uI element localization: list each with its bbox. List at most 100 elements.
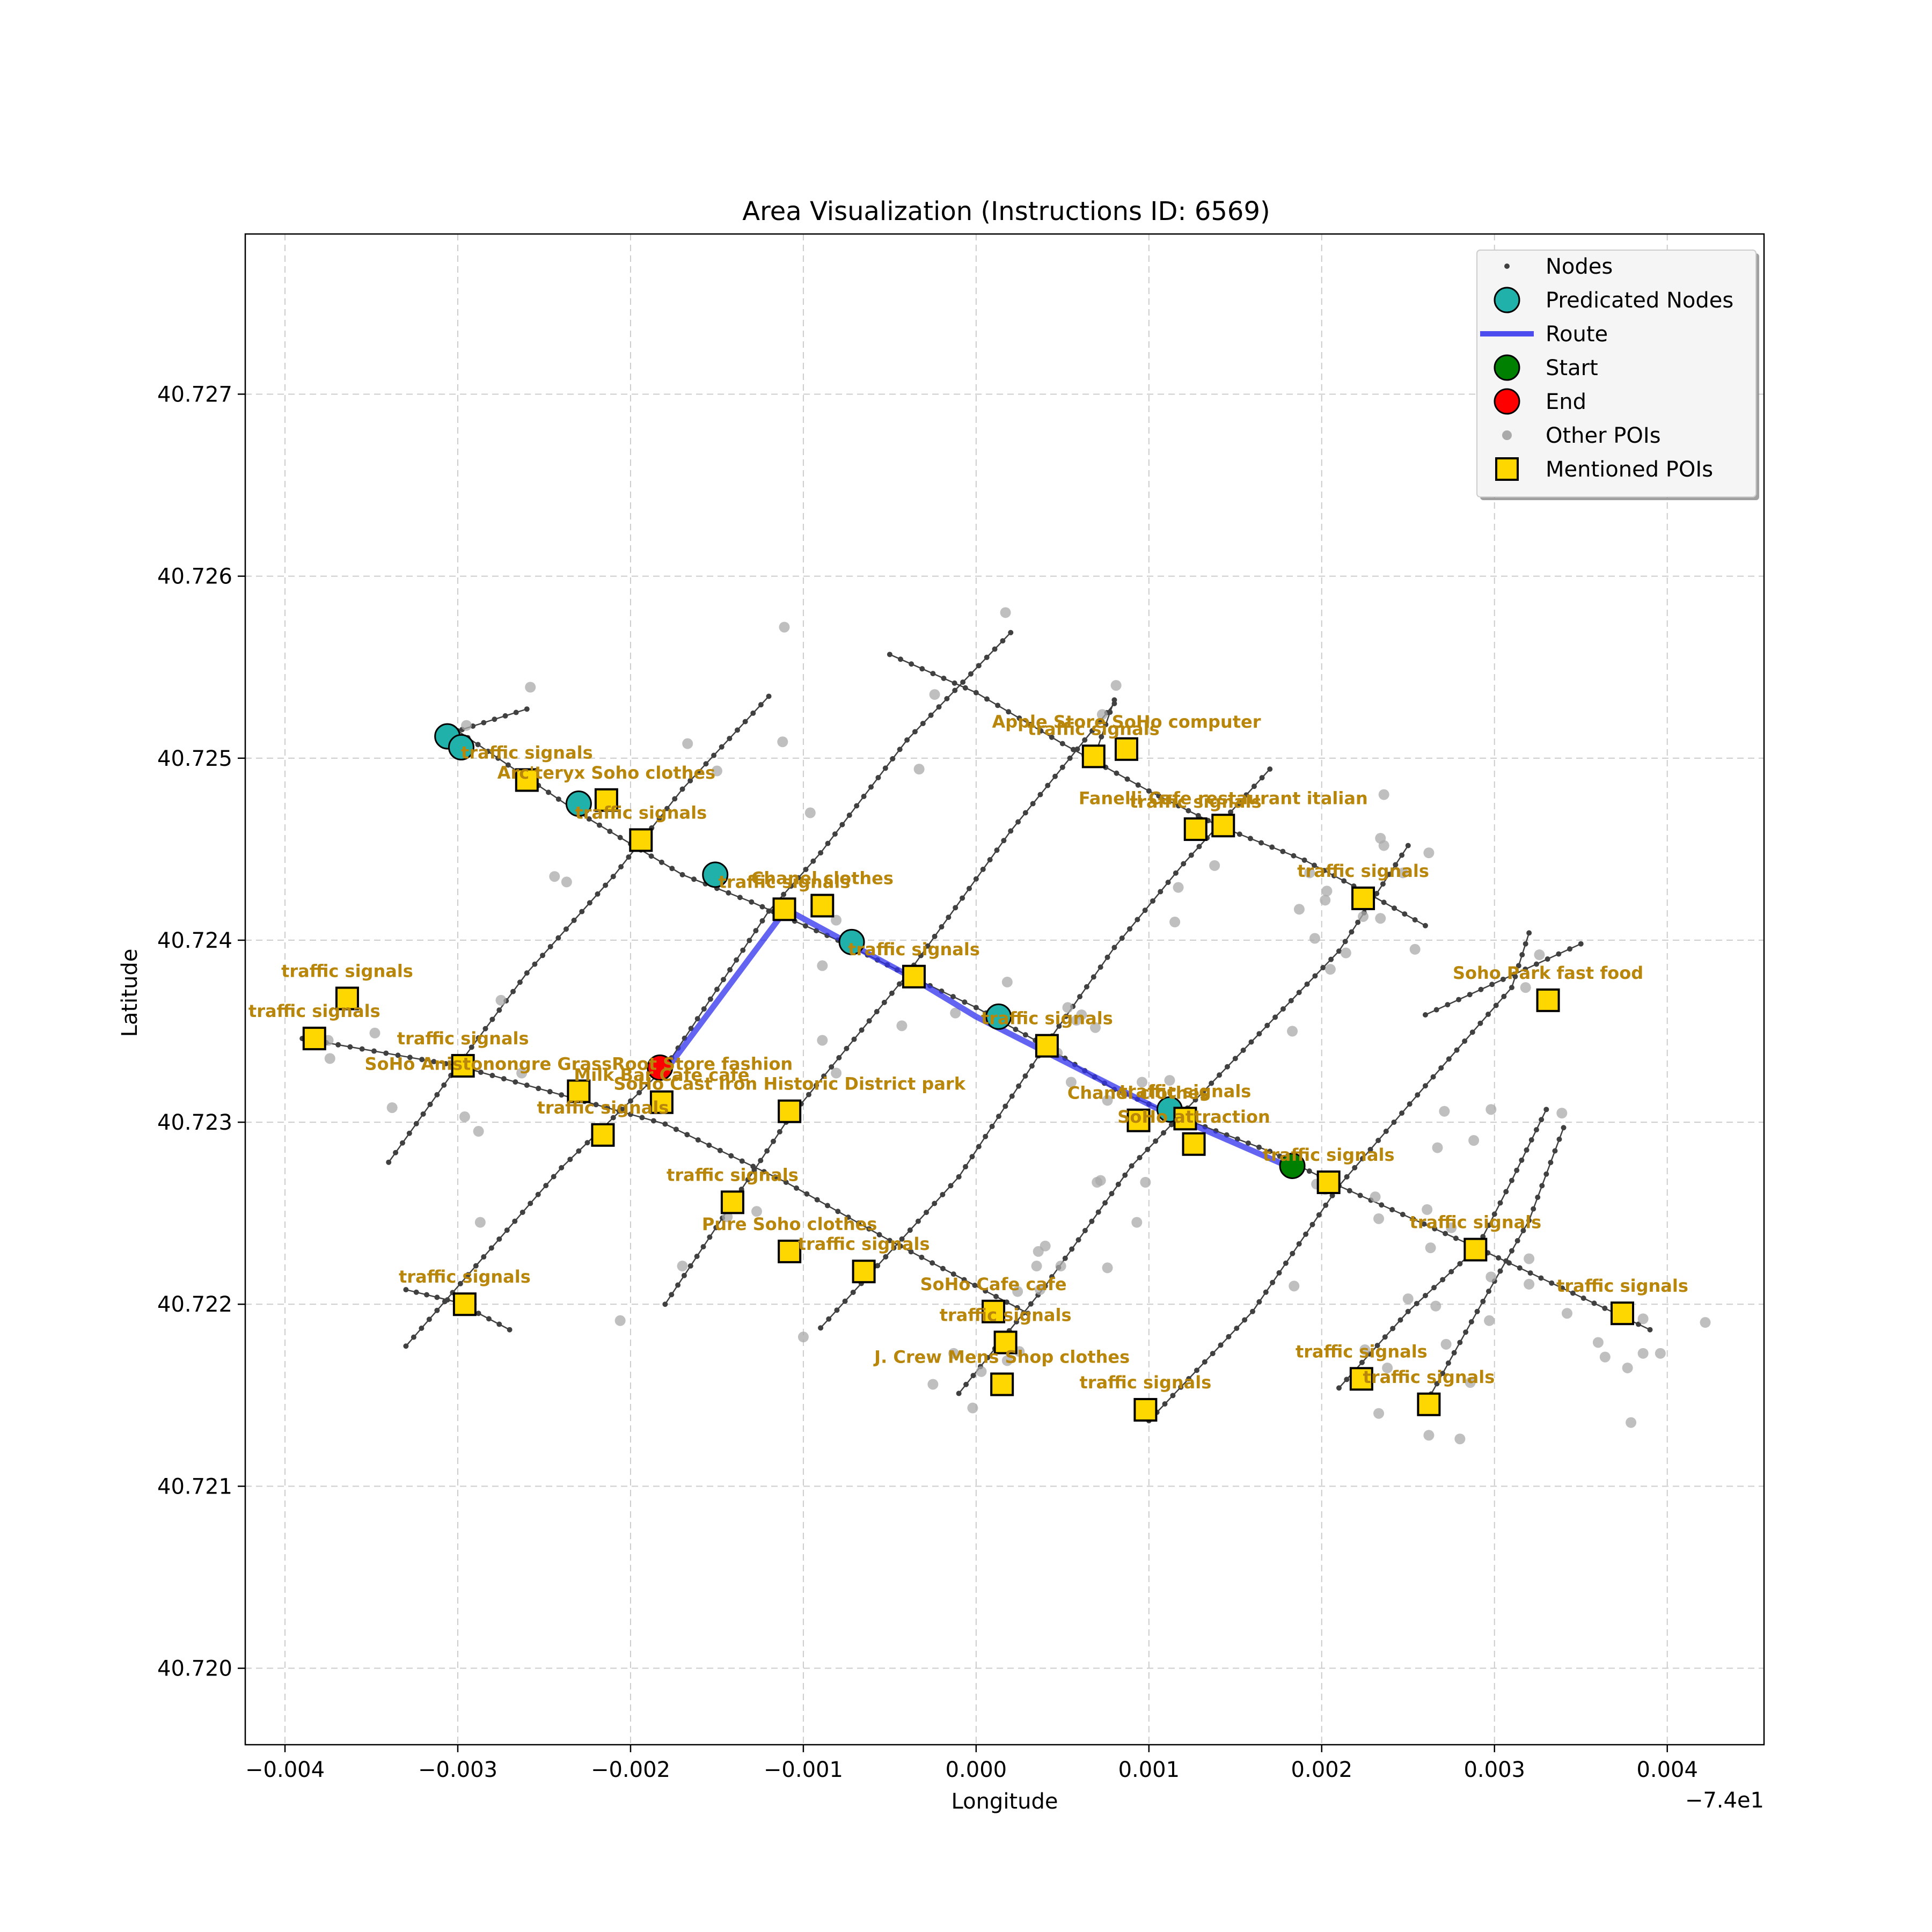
node: [1374, 890, 1380, 896]
node: [788, 883, 794, 889]
node: [593, 1102, 599, 1108]
node: [930, 1260, 935, 1266]
node: [475, 1311, 481, 1316]
node: [1380, 881, 1386, 887]
node: [973, 1005, 979, 1011]
other-poi: [1637, 1313, 1649, 1324]
y-tick-label: 40.725: [157, 747, 232, 771]
mentioned-poi: [591, 1123, 615, 1147]
node: [1480, 1298, 1486, 1304]
node: [1306, 1168, 1312, 1174]
node: [1382, 1334, 1388, 1340]
node: [944, 696, 950, 701]
mentioned-poi: [852, 1260, 876, 1284]
poi-label: Soho Park fast food: [1453, 963, 1643, 983]
node: [983, 1133, 989, 1139]
node: [1526, 1218, 1532, 1224]
node: [1309, 1221, 1315, 1227]
node: [1288, 998, 1294, 1004]
node: [1556, 951, 1562, 957]
legend-route-label: Route: [1546, 322, 1608, 347]
node: [984, 654, 990, 660]
node: [1166, 798, 1172, 804]
node: [528, 1201, 533, 1206]
legend-predicated-marker: [1494, 287, 1520, 313]
node: [781, 891, 787, 897]
node: [543, 1183, 549, 1189]
node: [610, 874, 616, 880]
node: [804, 1191, 810, 1197]
node: [427, 1101, 433, 1107]
node: [904, 737, 910, 743]
node: [836, 1055, 842, 1060]
node: [1069, 1246, 1075, 1252]
node: [1218, 1342, 1224, 1348]
node: [627, 1111, 633, 1117]
node: [1082, 737, 1088, 743]
other-poi: [1102, 1095, 1113, 1106]
node: [547, 943, 553, 949]
other-poi: [1110, 680, 1122, 691]
node: [1258, 840, 1264, 846]
node: [1467, 992, 1473, 998]
mentioned-poi: [720, 1190, 744, 1214]
node: [854, 803, 860, 809]
node: [1445, 1002, 1451, 1008]
node: [1329, 1192, 1335, 1198]
node: [1591, 1300, 1597, 1306]
node: [1560, 1285, 1565, 1291]
node: [835, 1209, 841, 1214]
node: [845, 1214, 851, 1220]
node: [859, 1027, 865, 1033]
node: [759, 918, 765, 924]
node: [1344, 1174, 1350, 1180]
poi-label: Chanel clothes: [751, 868, 894, 888]
poi-label: traffic signals: [1556, 1276, 1688, 1296]
node: [1269, 844, 1275, 850]
other-poi: [1373, 1408, 1385, 1419]
node: [984, 696, 990, 702]
node: [1349, 929, 1355, 935]
legend-other-pois-marker: [1502, 430, 1512, 440]
node: [963, 1381, 969, 1387]
node: [925, 943, 931, 949]
node: [1135, 782, 1141, 788]
node: [717, 1147, 723, 1153]
node: [1469, 1029, 1475, 1035]
node: [1074, 746, 1080, 752]
node: [1178, 1384, 1184, 1390]
other-poi: [1423, 847, 1435, 859]
node: [513, 1079, 518, 1085]
node: [1234, 1136, 1240, 1142]
mentioned-poi: [1351, 886, 1375, 910]
node: [1501, 993, 1507, 999]
node: [485, 749, 491, 755]
node: [1567, 946, 1573, 952]
node: [1099, 734, 1104, 740]
other-poi: [525, 682, 536, 693]
mentioned-poi: [1417, 1392, 1441, 1416]
node: [1037, 792, 1043, 797]
mentioned-poi: [772, 897, 796, 921]
node: [1228, 809, 1234, 815]
node: [469, 1044, 474, 1050]
node: [1025, 1311, 1031, 1316]
node: [887, 652, 892, 657]
other-poi: [1556, 1108, 1568, 1119]
node: [1374, 1343, 1380, 1349]
x-tick-label: 0.004: [1636, 1758, 1698, 1782]
node: [930, 671, 936, 677]
node: [551, 1174, 557, 1180]
legend-nodes-label: Nodes: [1546, 254, 1613, 279]
node: [695, 1137, 701, 1143]
node: [1489, 982, 1495, 987]
node: [1549, 1280, 1555, 1286]
node: [475, 1035, 481, 1041]
node: [393, 1150, 399, 1155]
node: [1533, 1127, 1539, 1133]
node: [920, 721, 926, 727]
node: [486, 1316, 492, 1322]
node: [478, 1070, 484, 1075]
node: [1264, 1022, 1270, 1028]
node: [985, 1355, 991, 1360]
